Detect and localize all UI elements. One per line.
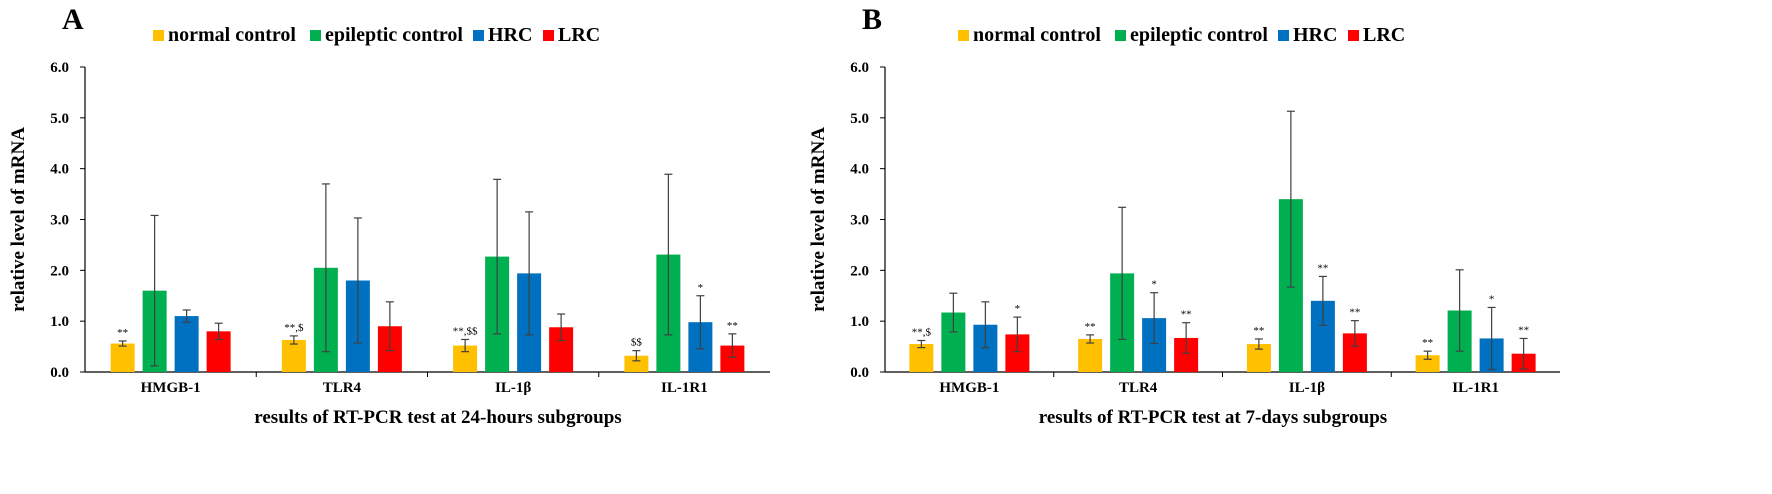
x-category-label: IL-1R1 <box>1452 380 1499 396</box>
x-category-label: TLR4 <box>323 380 362 396</box>
bar <box>281 339 306 372</box>
significance-label: $$ <box>631 337 643 349</box>
significance-label: ** <box>1349 307 1360 319</box>
panel-letter: B <box>862 3 882 36</box>
x-category-label: IL-1β <box>495 380 531 396</box>
legend-label: HRC <box>488 24 532 46</box>
bar <box>1415 355 1440 372</box>
significance-label: ** <box>1422 337 1433 349</box>
bar <box>909 344 934 372</box>
significance-label: * <box>698 282 704 294</box>
legend-label: normal control <box>973 24 1101 46</box>
y-tick-label: 0.0 <box>50 365 69 381</box>
y-tick-label: 4.0 <box>50 162 69 178</box>
significance-label: **,$$ <box>453 325 478 337</box>
x-category-label: IL-1R1 <box>661 380 708 396</box>
x-axis-title: results of RT-PCR test at 24-hours subgr… <box>254 407 621 428</box>
x-axis-title: results of RT-PCR test at 7-days subgrou… <box>1039 407 1387 428</box>
significance-label: ** <box>727 320 738 332</box>
y-tick-label: 6.0 <box>50 60 69 76</box>
significance-label: ** <box>117 327 128 339</box>
y-tick-label: 6.0 <box>850 60 869 76</box>
legend-swatch <box>958 30 969 41</box>
y-tick-label: 3.0 <box>850 213 869 229</box>
panel-letter: A <box>62 3 84 36</box>
significance-label: ** <box>1181 309 1192 321</box>
significance-label: **,$ <box>284 322 304 334</box>
legend-swatch <box>153 30 164 41</box>
y-axis-title: relative level of mRNA <box>8 127 29 312</box>
y-tick-label: 2.0 <box>50 263 69 279</box>
y-tick-label: 3.0 <box>50 213 69 229</box>
legend-swatch <box>1348 30 1359 41</box>
legend-swatch <box>310 30 321 41</box>
bar <box>174 316 199 372</box>
legend-label: epileptic control <box>1130 24 1268 46</box>
bar <box>1078 338 1103 372</box>
x-category-label: IL-1β <box>1289 380 1325 396</box>
legend-label: normal control <box>168 24 296 46</box>
y-tick-label: 5.0 <box>850 111 869 127</box>
significance-label: ** <box>1518 324 1529 336</box>
legend-label: LRC <box>1363 24 1405 46</box>
bar <box>110 343 135 372</box>
y-tick-label: 1.0 <box>50 314 69 330</box>
bar <box>624 355 649 372</box>
legend: normal control epileptic control HRC LRC <box>153 24 600 46</box>
x-category-label: TLR4 <box>1119 380 1158 396</box>
significance-label: **,$ <box>912 326 932 338</box>
legend-label: LRC <box>558 24 600 46</box>
y-tick-label: 1.0 <box>850 314 869 330</box>
y-tick-label: 2.0 <box>850 263 869 279</box>
significance-label: ** <box>1253 325 1264 337</box>
x-category-label: HMGB-1 <box>939 380 999 396</box>
y-tick-label: 5.0 <box>50 111 69 127</box>
y-tick-label: 0.0 <box>850 365 869 381</box>
legend: normal control epileptic control HRC LRC <box>958 24 1405 46</box>
legend-label: epileptic control <box>325 24 463 46</box>
x-category-label: HMGB-1 <box>141 380 201 396</box>
significance-label: * <box>1489 293 1495 305</box>
legend-label: HRC <box>1293 24 1337 46</box>
y-tick-label: 4.0 <box>850 162 869 178</box>
y-axis-title: relative level of mRNA <box>808 127 829 312</box>
legend-swatch <box>473 30 484 41</box>
significance-label: ** <box>1085 321 1096 333</box>
legend-swatch <box>1278 30 1289 41</box>
legend-swatch <box>543 30 554 41</box>
significance-label: ** <box>1317 262 1328 274</box>
legend-swatch <box>1115 30 1126 41</box>
significance-label: * <box>1151 279 1157 291</box>
significance-label: * <box>1015 303 1021 315</box>
